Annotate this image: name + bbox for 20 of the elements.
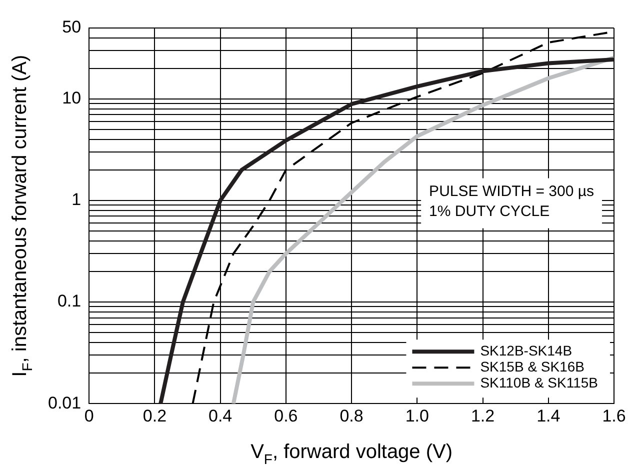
x-tick-label: 1.6 (602, 406, 626, 426)
x-tick-label: 1.4 (536, 406, 560, 426)
x-tick-label: 0.2 (142, 406, 167, 426)
x-tick-label: 0.8 (340, 406, 364, 426)
y-tick-label: 0.01 (48, 393, 82, 412)
x-tick-label: 0 (84, 406, 94, 426)
x-tick-label: 1.2 (470, 406, 495, 426)
y-tick-label: 0.1 (57, 292, 82, 311)
y-tick-label: 1 (72, 190, 82, 210)
x-tick-label: 0.6 (274, 406, 298, 426)
y-axis-title: IF, instantaneous forward current (A) (9, 54, 35, 377)
legend-label: SK12B-SK14B (480, 342, 572, 358)
annotation: PULSE WIDTH = 300 µs (429, 182, 594, 200)
y-tick-label: 10 (62, 88, 82, 108)
y-tick-label: 50 (62, 18, 82, 37)
legend-label: SK15B & SK16B (480, 358, 585, 374)
x-tick-label: 1.0 (405, 406, 429, 426)
x-tick-label: 0.4 (208, 406, 232, 426)
legend-label: SK110B & SK115B (480, 374, 598, 390)
annotation: 1% DUTY CYCLE (429, 202, 550, 220)
